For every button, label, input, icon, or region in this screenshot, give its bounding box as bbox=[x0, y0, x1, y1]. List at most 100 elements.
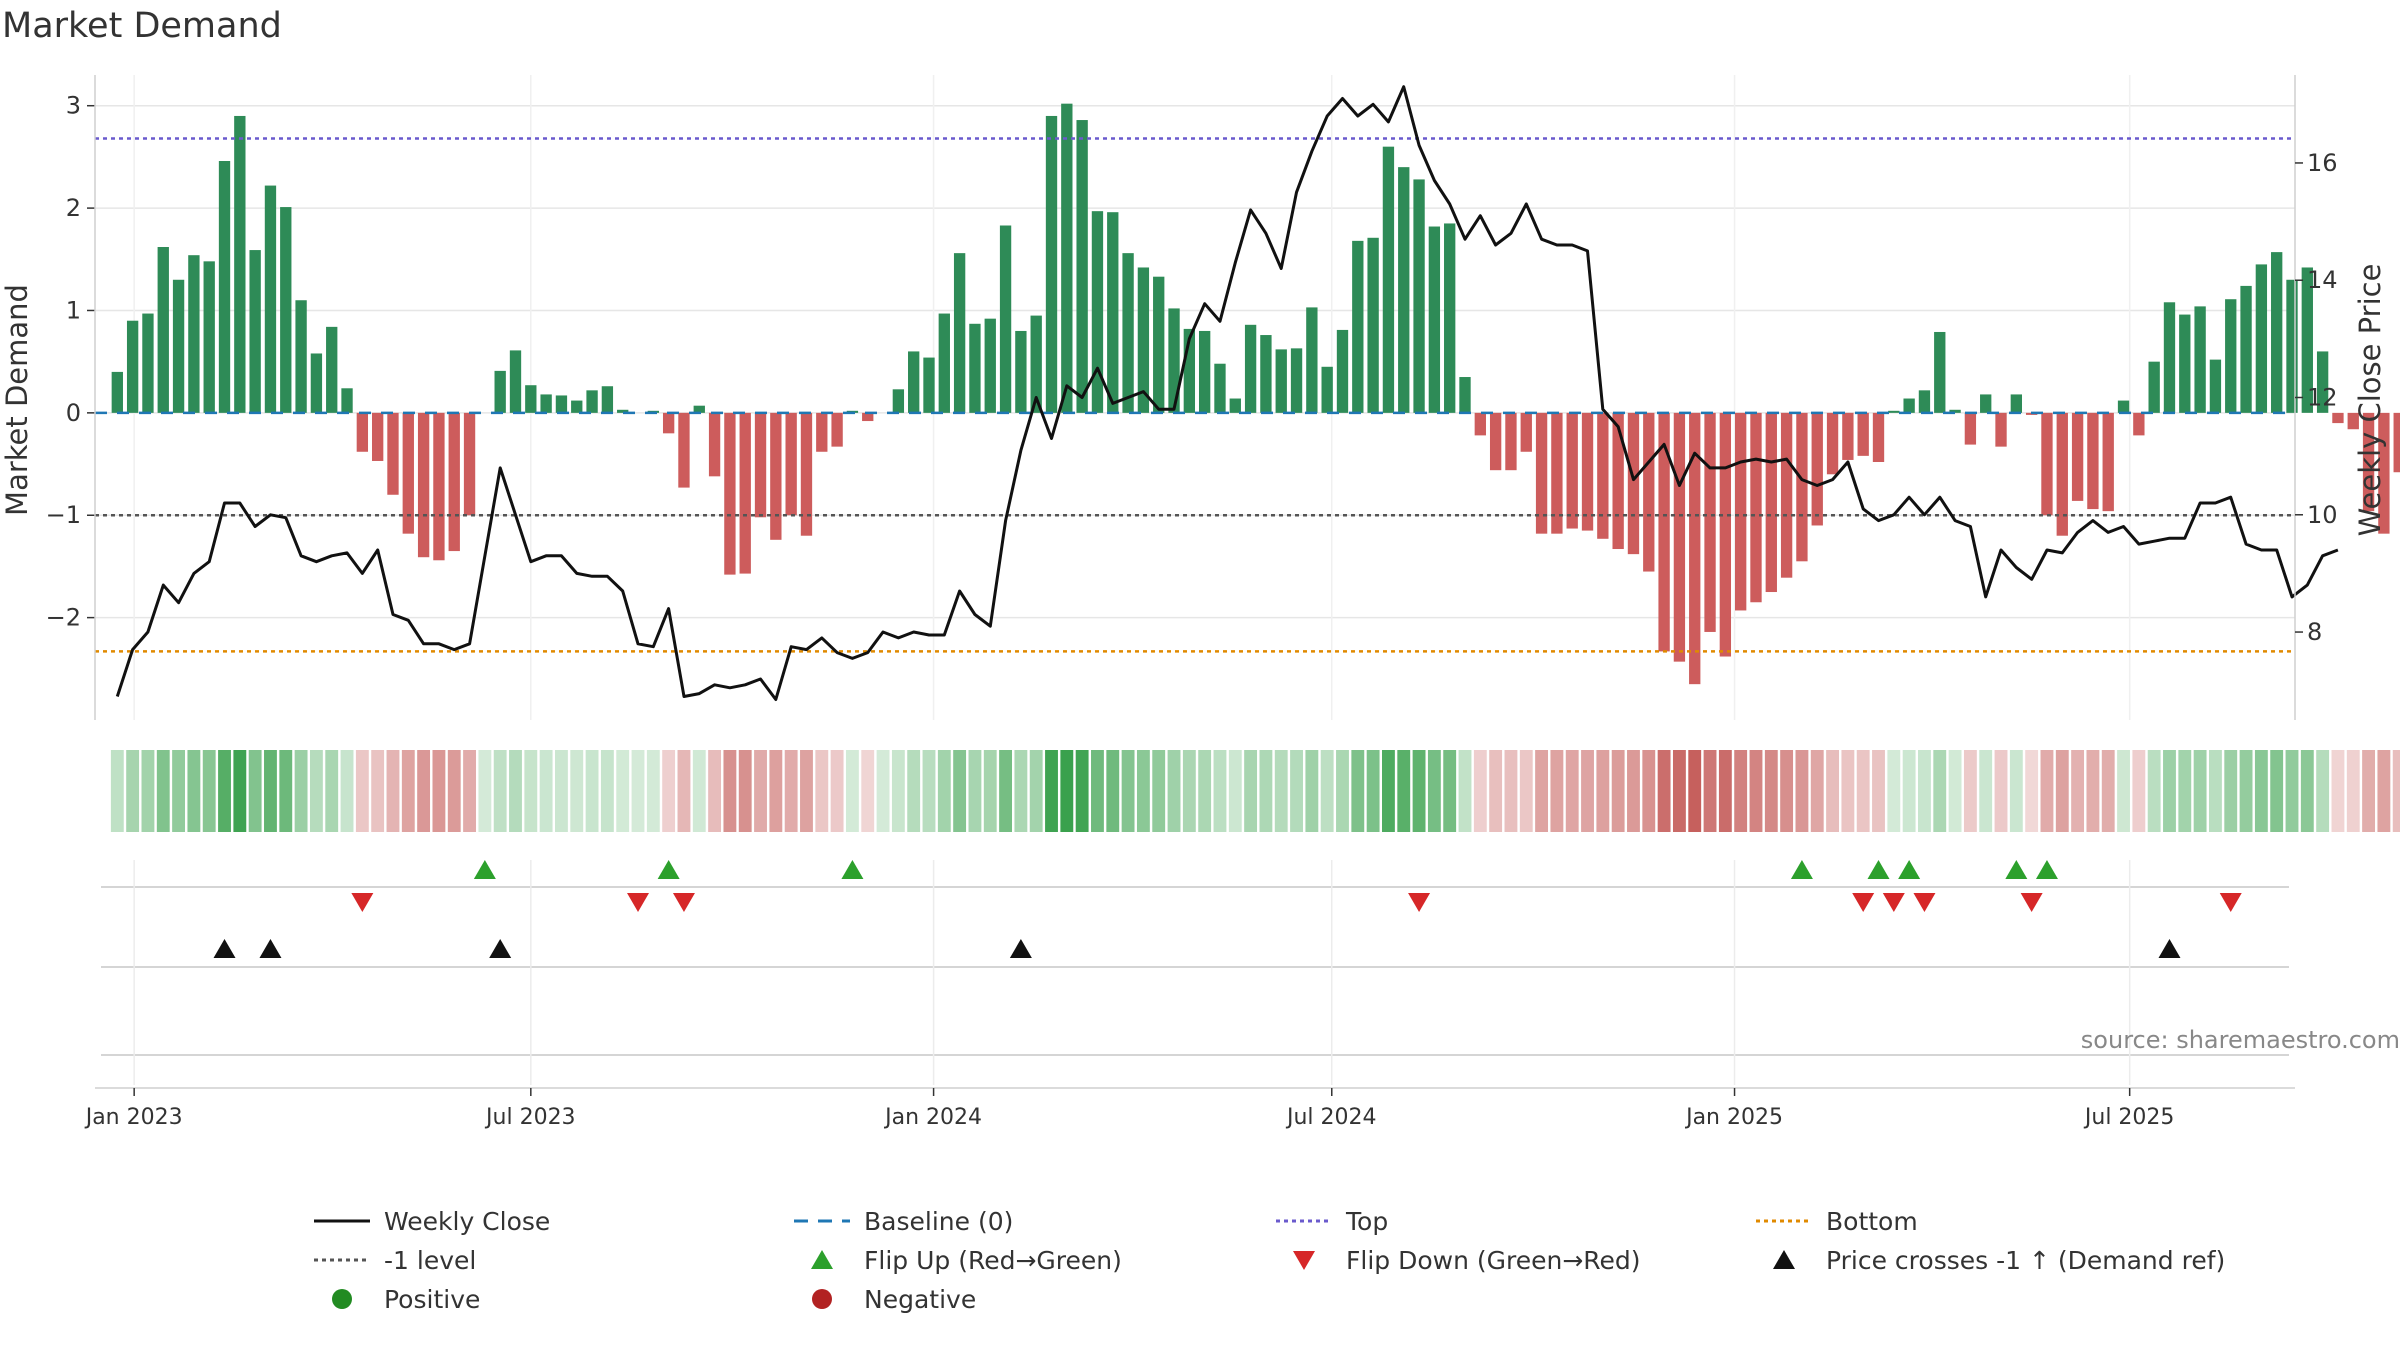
demand-bar-positive bbox=[693, 405, 705, 413]
y-axis-left-label: Market Demand bbox=[0, 284, 34, 516]
demand-bar-negative bbox=[1964, 412, 1977, 445]
demand-bar-negative bbox=[2041, 412, 2053, 516]
y-left-tick-label: −1 bbox=[46, 501, 81, 529]
heat-cell-positive bbox=[141, 750, 155, 832]
flip-up-marker bbox=[473, 860, 496, 879]
demand-bar-negative bbox=[1566, 412, 1578, 529]
demand-bar-positive bbox=[1290, 348, 1303, 413]
demand-bar-negative bbox=[1627, 412, 1640, 555]
heat-cell-negative bbox=[2071, 750, 2085, 832]
demand-bar-positive bbox=[617, 409, 629, 413]
heat-cell-positive bbox=[2163, 750, 2176, 832]
heat-cell-positive bbox=[1979, 750, 1993, 832]
demand-bar-negative bbox=[2378, 412, 2390, 534]
heat-cell-positive bbox=[524, 750, 538, 832]
demand-bar-negative bbox=[770, 412, 782, 540]
legend-item: Top bbox=[1272, 1206, 1388, 1236]
heat-cell-negative bbox=[1749, 750, 1763, 832]
heat-cell-negative bbox=[1642, 750, 1656, 832]
demand-bar-positive bbox=[1260, 335, 1272, 413]
legend-label: Positive bbox=[384, 1284, 481, 1314]
heat-cell-positive bbox=[953, 750, 967, 832]
y-axis-right-label: Weekly Close Price bbox=[2353, 264, 2387, 537]
heat-cell-positive bbox=[1121, 750, 1135, 832]
flip-down-marker bbox=[627, 893, 650, 912]
demand-bar-negative bbox=[1689, 412, 1701, 685]
heat-cell-positive bbox=[1167, 750, 1181, 832]
demand-bar-positive bbox=[1030, 315, 1042, 413]
legend-symbol bbox=[314, 1258, 370, 1262]
demand-bar-negative bbox=[1658, 412, 1670, 652]
legend-symbol bbox=[332, 1289, 352, 1309]
heat-cell-positive bbox=[325, 750, 339, 832]
x-axis: Jan 2023 Jul 2023 Jan 2024 Jul 2024 Jan 2025… bbox=[84, 1087, 2295, 1130]
heat-cell-negative bbox=[1519, 750, 1533, 832]
demand-bar-positive bbox=[1413, 179, 1425, 413]
heat-cell-positive bbox=[1014, 750, 1028, 832]
legend-label: -1 level bbox=[384, 1245, 477, 1275]
heat-cell-positive bbox=[478, 750, 492, 832]
demand-bar-negative bbox=[1551, 412, 1563, 534]
heat-cell-negative bbox=[2055, 750, 2069, 832]
demand-bar-negative bbox=[1643, 412, 1655, 572]
heat-cell-negative bbox=[1535, 750, 1549, 832]
demand-bar-positive bbox=[892, 389, 905, 413]
demand-bar-positive bbox=[1076, 120, 1088, 413]
demand-bar-negative bbox=[1673, 412, 1686, 662]
reference-lines bbox=[95, 137, 2295, 653]
y-left-tick-label: 2 bbox=[66, 194, 81, 222]
demand-bar-positive bbox=[938, 313, 950, 413]
heat-cell-positive bbox=[555, 750, 568, 832]
heat-cell-positive bbox=[876, 750, 890, 832]
heat-cell-positive bbox=[1152, 750, 1166, 832]
demand-bar-positive bbox=[1382, 146, 1395, 413]
heat-cell-negative bbox=[432, 750, 446, 832]
demand-bar-positive bbox=[1015, 330, 1027, 413]
demand-bar-positive bbox=[2255, 264, 2268, 413]
demand-bar-positive bbox=[1918, 390, 1931, 413]
demand-bar-negative bbox=[2393, 412, 2400, 473]
demand-bar-positive bbox=[525, 385, 537, 413]
heat-cell-negative bbox=[2331, 750, 2345, 832]
heat-cell-positive bbox=[1213, 750, 1227, 832]
legend-symbol bbox=[1276, 1219, 1332, 1223]
demand-bars bbox=[111, 103, 2400, 685]
x-tick-label: Jul 2025 bbox=[2083, 1105, 2175, 1130]
demand-bar-positive bbox=[1153, 276, 1165, 413]
demand-bar-positive bbox=[326, 326, 338, 413]
heat-cell-positive bbox=[2239, 750, 2253, 832]
heat-cell-positive bbox=[309, 750, 323, 832]
heat-cell-positive bbox=[1427, 750, 1441, 832]
grid-layer bbox=[95, 75, 2295, 720]
demand-bar-negative bbox=[2087, 412, 2099, 510]
heat-cell-positive bbox=[1259, 750, 1273, 832]
demand-bar-negative bbox=[1765, 412, 1777, 593]
heat-cell-negative bbox=[447, 750, 461, 832]
demand-bar-positive bbox=[142, 313, 154, 413]
heat-cell-negative bbox=[401, 750, 415, 832]
heat-cell-negative bbox=[769, 750, 783, 832]
demand-bar-positive bbox=[1107, 212, 1119, 413]
demand-bar-positive bbox=[571, 400, 583, 413]
flip-up-marker bbox=[2035, 860, 2058, 879]
demand-bar-negative bbox=[1780, 412, 1793, 578]
flip-up-marker bbox=[1898, 860, 1921, 879]
heat-cell-negative bbox=[1703, 750, 1717, 832]
legend-item: Weekly Close bbox=[310, 1206, 550, 1236]
demand-bar-negative bbox=[1796, 412, 1808, 562]
legend-item: Positive bbox=[310, 1284, 480, 1314]
heat-cell-negative bbox=[1688, 750, 1702, 832]
heat-cell-negative bbox=[815, 750, 829, 832]
heat-cell-negative bbox=[1596, 750, 1610, 832]
demand-bar-positive bbox=[1934, 331, 1946, 413]
demand-bar-negative bbox=[662, 412, 675, 434]
heat-cell-negative bbox=[2346, 750, 2360, 832]
heat-cell-positive bbox=[2208, 750, 2222, 832]
heat-cell-negative bbox=[754, 750, 767, 832]
heat-cell-negative bbox=[1627, 750, 1640, 832]
demand-bar-negative bbox=[2332, 412, 2344, 424]
demand-bar-negative bbox=[433, 412, 445, 561]
heat-cell-positive bbox=[1045, 750, 1058, 832]
flip-up-marker bbox=[1867, 860, 1890, 879]
demand-bar-negative bbox=[1612, 412, 1624, 550]
